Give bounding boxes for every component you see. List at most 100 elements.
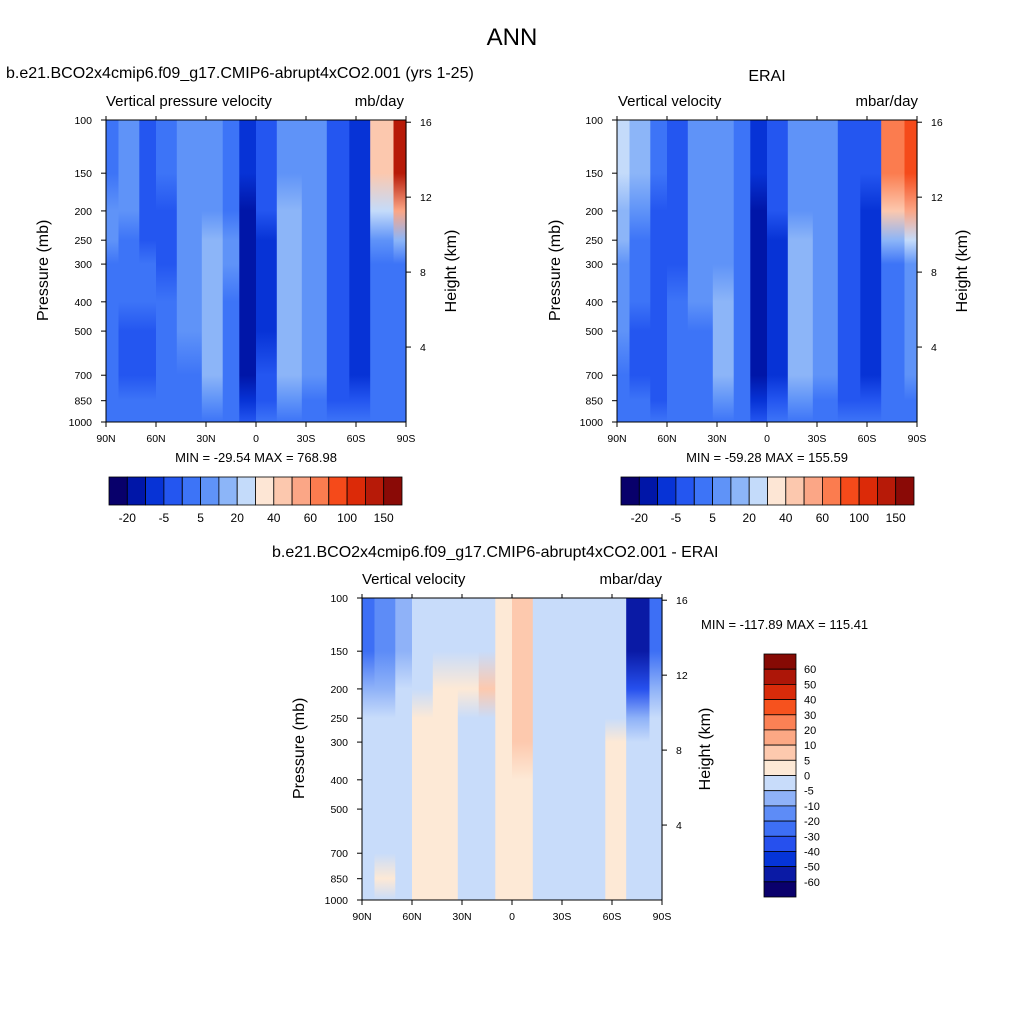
ctrl-x-tick-label: 30N xyxy=(707,433,726,445)
test-height-tick-label: 4 xyxy=(420,342,426,354)
ctrl-contour-band xyxy=(650,120,668,422)
diff-x-tick-label: 60N xyxy=(402,911,421,923)
test-contour-band xyxy=(393,120,407,422)
test-variable-label: Vertical pressure velocity xyxy=(106,93,272,110)
diff-colorbar-box xyxy=(763,820,797,837)
diff-colorbar-box xyxy=(763,668,797,685)
diff-contour-band xyxy=(362,598,376,900)
diff-colorbar-box xyxy=(763,729,797,746)
diff-colorbar-box xyxy=(763,805,797,822)
test-x-tick-label: 0 xyxy=(253,433,259,445)
diff-units-label: mbar/day xyxy=(599,571,662,588)
ctrl-height-tick-label: 8 xyxy=(931,267,937,279)
ctrl-contour-band xyxy=(904,120,918,422)
test-contour-band xyxy=(276,120,303,422)
diff-colorbar-label: 10 xyxy=(804,740,816,752)
diff-y-tick-label: 250 xyxy=(330,713,348,725)
diff-colorbar-label: -10 xyxy=(804,801,820,813)
test-colorbar-box xyxy=(383,476,403,506)
test-contour-band xyxy=(201,120,224,422)
diff-colorbar-label: -40 xyxy=(804,846,820,858)
ctrl-y-tick-label: 850 xyxy=(585,396,603,408)
test-panel-title: b.e21.BCO2x4cmip6.f09_g17.CMIP6-abrupt4x… xyxy=(6,65,474,82)
test-colorbar-label: 150 xyxy=(374,511,394,525)
ctrl-contour-band xyxy=(787,120,814,422)
diff-colorbar-label: 40 xyxy=(804,695,816,707)
diff-colorbar-label: -30 xyxy=(804,831,820,843)
diff-contour-band xyxy=(532,598,559,900)
ctrl-y-tick-label: 100 xyxy=(585,115,603,127)
test-contour-band xyxy=(239,120,257,422)
diff-variable-label: Vertical velocity xyxy=(362,571,466,588)
diff-colorbar-box xyxy=(763,759,797,776)
diff-x-tick-label: 60S xyxy=(603,911,622,923)
figure-title: ANN xyxy=(486,24,538,51)
diff-colorbar-label: 20 xyxy=(804,725,816,737)
diff-min-max-stats: MIN = -117.89 MAX = 115.41 xyxy=(701,617,869,632)
diff-y-tick-label: 300 xyxy=(330,737,348,749)
test-x-tick-label: 30N xyxy=(196,433,215,445)
diff-x-tick-label: 30N xyxy=(452,911,471,923)
test-y-tick-label: 300 xyxy=(74,259,92,271)
diff-y-tick-label: 100 xyxy=(330,593,348,605)
test-x-tick-label: 90N xyxy=(96,433,115,445)
diff-y-tick-label: 500 xyxy=(330,804,348,816)
ctrl-contour-band xyxy=(617,120,631,422)
test-colorbar-label: 60 xyxy=(304,511,318,525)
diff-contour-band xyxy=(374,598,396,900)
ctrl-colorbar-box xyxy=(895,476,915,506)
ctrl-x-tick-label: 60N xyxy=(657,433,676,445)
test-x-tick-label: 60S xyxy=(347,433,366,445)
test-y-tick-label: 850 xyxy=(74,396,92,408)
ctrl-y-tick-label: 1000 xyxy=(580,417,604,429)
ctrl-units-label: mbar/day xyxy=(855,93,918,110)
test-contour-band xyxy=(176,120,203,422)
diff-colorbar-box xyxy=(763,851,797,868)
test-contour-band xyxy=(118,120,140,422)
diff-contour-band xyxy=(412,598,434,900)
ctrl-colorbar-label: 20 xyxy=(743,511,757,525)
ctrl-x-tick-label: 30S xyxy=(808,433,827,445)
ctrl-height-tick-label: 16 xyxy=(931,117,943,129)
ctrl-contour-band xyxy=(733,120,751,422)
diff-colorbar-box xyxy=(763,684,797,701)
test-contour-band xyxy=(301,120,328,422)
ctrl-y-tick-label: 250 xyxy=(585,235,603,247)
diff-y-tick-label: 200 xyxy=(330,684,348,696)
diff-height-tick-label: 4 xyxy=(676,820,682,832)
diff-x-tick-label: 90N xyxy=(352,911,371,923)
ctrl-y-tick-label: 500 xyxy=(585,326,603,338)
diff-contour-band xyxy=(478,598,496,900)
ctrl-colorbar-label: 5 xyxy=(709,511,716,525)
diff-contour-band xyxy=(605,598,627,900)
diff-colorbar-box xyxy=(763,653,797,670)
diff-colorbar-label: 30 xyxy=(804,710,816,722)
test-x-tick-label: 90S xyxy=(397,433,416,445)
ctrl-contour-band xyxy=(860,120,882,422)
diff-colorbar-box xyxy=(763,775,797,792)
ctrl-contour-band xyxy=(750,120,768,422)
test-contour-band xyxy=(156,120,178,422)
test-height-tick-label: 8 xyxy=(420,267,426,279)
ctrl-y-tick-label: 400 xyxy=(585,297,603,309)
test-y-tick-label: 1000 xyxy=(69,417,93,429)
ctrl-contour-band xyxy=(712,120,735,422)
test-y-tick-label: 500 xyxy=(74,326,92,338)
ctrl-colorbar-label: -5 xyxy=(671,511,682,525)
test-min-max-stats: MIN = -29.54 MAX = 768.98 xyxy=(175,450,337,465)
diff-colorbar-label: 5 xyxy=(804,755,810,767)
diff-colorbar-label: 60 xyxy=(804,664,816,676)
test-contour-band xyxy=(139,120,157,422)
ctrl-height-tick-label: 4 xyxy=(931,342,937,354)
ctrl-x-tick-label: 90N xyxy=(607,433,626,445)
test-colorbar-label: -20 xyxy=(119,511,137,525)
diff-x-tick-label: 0 xyxy=(509,911,515,923)
diff-y-tick-label: 400 xyxy=(330,775,348,787)
ctrl-colorbar-label: -20 xyxy=(631,511,649,525)
test-colorbar-label: 100 xyxy=(337,511,357,525)
ctrl-y-tick-label: 300 xyxy=(585,259,603,271)
test-colorbar-label: 20 xyxy=(231,511,245,525)
ctrl-x-tick-label: 60S xyxy=(858,433,877,445)
